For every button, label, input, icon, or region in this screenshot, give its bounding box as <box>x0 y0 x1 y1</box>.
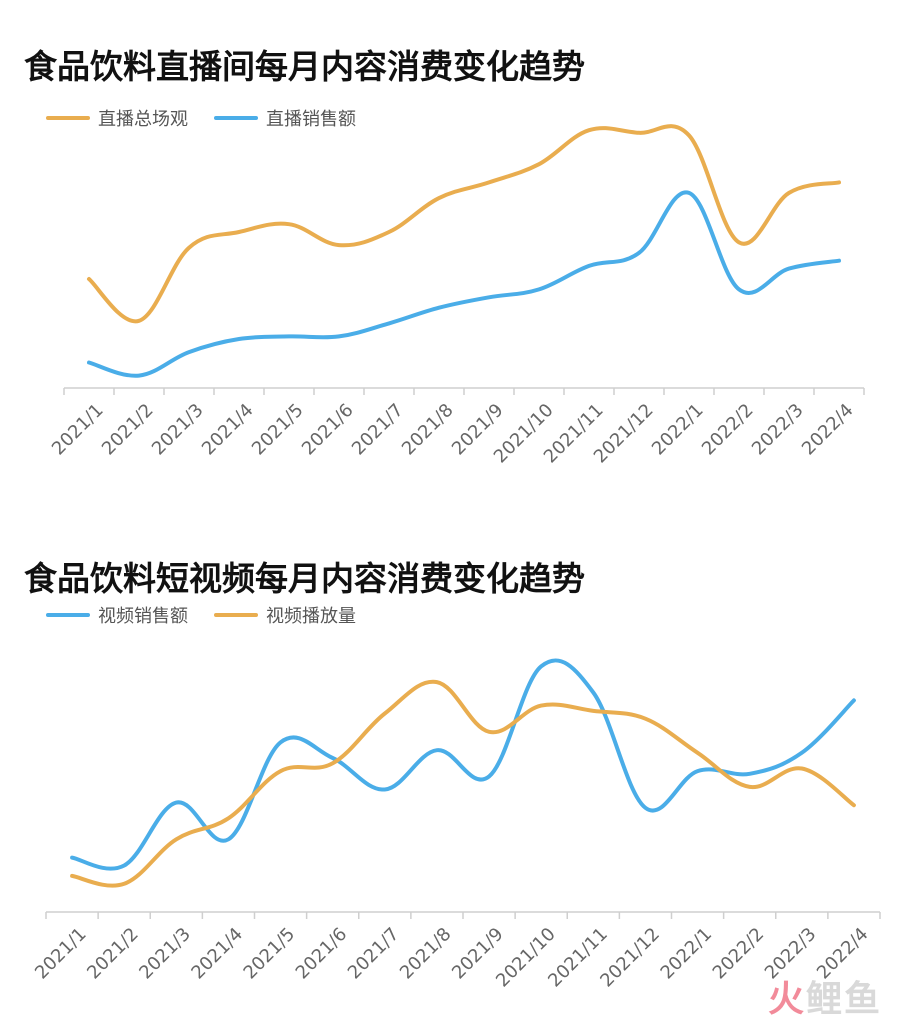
video-tick-label: 2021/4 <box>187 924 247 984</box>
video-series-line-1 <box>70 679 856 888</box>
legend-swatch-live-sales <box>214 116 258 120</box>
live-trend-chart: 2021/12021/22021/32021/42021/52021/62021… <box>48 124 865 467</box>
legend-live: 直播总场观 直播销售额 <box>46 105 382 131</box>
video-tick-label: 2021/7 <box>344 924 404 984</box>
video-tick-label: 2021/6 <box>292 924 352 984</box>
watermark-accent: 火 <box>767 979 806 1020</box>
chart-title-video: 食品饮料短视频每月内容消费变化趋势 <box>24 559 585 598</box>
chart-title-live: 食品饮料直播间每月内容消费变化趋势 <box>24 47 585 86</box>
watermark-rest: 鲤鱼 <box>805 979 882 1020</box>
live-series-line-1 <box>87 190 841 378</box>
video-tick-label: 2022/1 <box>657 924 717 984</box>
legend-swatch-live-views <box>46 116 90 120</box>
video-tick-label: 2022/2 <box>709 924 769 984</box>
video-tick-label: 2021/8 <box>396 924 456 984</box>
legend-label-video-plays: 视频播放量 <box>266 606 356 627</box>
legend-video: 视频销售额 视频播放量 <box>46 602 382 628</box>
video-series-line-0 <box>70 658 856 871</box>
legend-label-live-views: 直播总场观 <box>98 109 188 130</box>
legend-swatch-video-sales <box>46 613 90 617</box>
legend-label-video-sales: 视频销售额 <box>98 606 188 627</box>
legend-item-live-sales: 直播销售额 <box>214 105 356 131</box>
live-series-line-0 <box>87 124 841 324</box>
video-tick-label: 2021/2 <box>83 924 143 984</box>
video-tick-label: 2021/1 <box>31 924 91 984</box>
video-tick-label: 2021/3 <box>135 924 195 984</box>
legend-label-live-sales: 直播销售额 <box>266 109 356 130</box>
legend-item-live-views: 直播总场观 <box>46 105 188 131</box>
watermark-logo: 火鲤鱼 <box>768 970 882 1022</box>
legend-swatch-video-plays <box>214 613 258 617</box>
video-tick-label: 2021/5 <box>240 924 300 984</box>
legend-item-video-sales: 视频销售额 <box>46 602 188 628</box>
legend-item-video-plays: 视频播放量 <box>214 602 356 628</box>
